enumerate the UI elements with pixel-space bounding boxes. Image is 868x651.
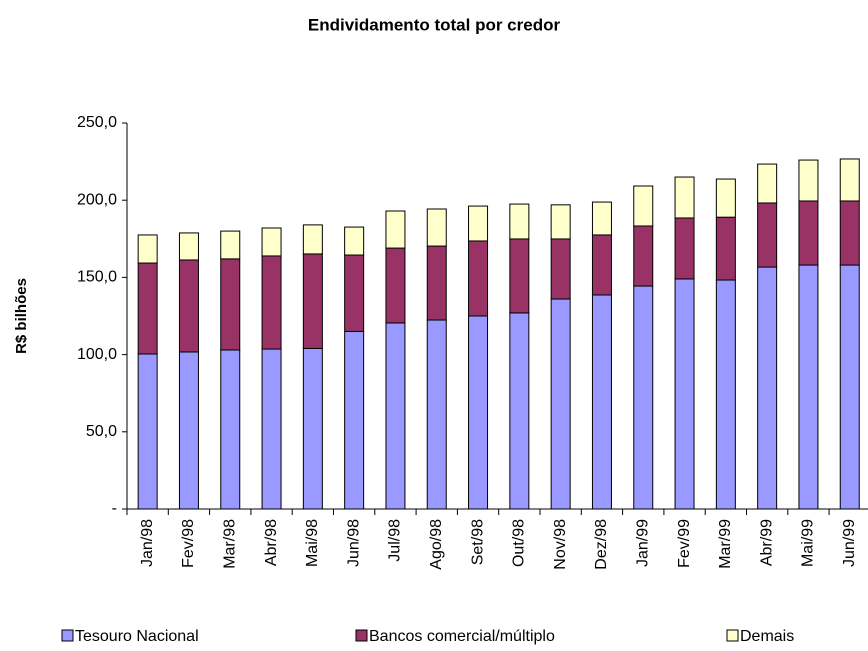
x-tick-label: Mar/98	[221, 519, 238, 569]
bar-segment	[839, 200, 860, 266]
x-tick-label: Set/98	[469, 519, 486, 565]
bar-segment	[385, 247, 406, 324]
y-tick-label: 150,0	[77, 269, 117, 286]
bar-segment	[715, 178, 736, 218]
y-tick-label: 100,0	[77, 346, 117, 363]
bar-segment	[798, 200, 819, 266]
bar-segment	[344, 226, 365, 256]
bar-segment	[302, 224, 323, 255]
x-tick-label: Fev/98	[180, 519, 197, 568]
x-tick-label: Out/98	[511, 519, 528, 567]
bar-segment	[426, 245, 447, 321]
bar-segment	[715, 279, 736, 510]
bar-segment	[426, 319, 447, 510]
x-tick-label: Dez/98	[593, 519, 610, 570]
bar-segment	[468, 240, 489, 317]
legend-swatch	[355, 629, 368, 642]
bar-segment	[137, 353, 158, 510]
x-tick-label: Abr/98	[263, 519, 280, 566]
bar-segment	[385, 210, 406, 249]
x-tick-label: Mar/99	[717, 519, 734, 569]
bar-segment	[839, 264, 860, 510]
bar-segment	[178, 232, 199, 261]
bar-segment	[633, 185, 654, 227]
y-tick-label: 200,0	[77, 191, 117, 208]
bar-segment	[178, 259, 199, 353]
bar-segment	[302, 253, 323, 349]
x-tick-label: Jul/98	[387, 519, 404, 562]
bar-segment	[137, 234, 158, 264]
bar-segment	[757, 202, 778, 268]
bar-segment	[798, 159, 819, 202]
x-tick-label: Jun/99	[841, 519, 858, 567]
bar-segment	[261, 255, 282, 350]
x-tick-label: Mai/99	[800, 519, 817, 567]
bar-segment	[261, 227, 282, 257]
bar-segment	[509, 238, 530, 314]
bar-segment	[220, 349, 241, 510]
bar-segment	[468, 315, 489, 510]
bar-segment	[344, 254, 365, 332]
bar-segment	[715, 216, 736, 281]
x-tick-label: Abr/99	[758, 519, 775, 566]
legend-swatch	[726, 629, 739, 642]
x-tick-label: Mai/98	[304, 519, 321, 567]
bar-segment	[261, 348, 282, 510]
bar-segment	[385, 322, 406, 510]
bar-segment	[137, 262, 158, 355]
bar-segment	[633, 285, 654, 510]
bar-segment	[550, 238, 571, 300]
y-tick-label: 250,0	[77, 114, 117, 131]
bar-segment	[178, 351, 199, 510]
x-tick-label: Jun/98	[345, 519, 362, 567]
legend-swatch	[61, 629, 74, 642]
bar-segment	[426, 208, 447, 247]
bar-segment	[757, 163, 778, 204]
bar-segment	[674, 278, 695, 510]
y-axis-label: R$ bilhões	[13, 278, 30, 354]
x-tick-label: Fev/99	[676, 519, 693, 568]
x-tick-label: Ago/98	[428, 519, 445, 570]
x-tick-label: Nov/98	[552, 519, 569, 570]
bar-segment	[550, 204, 571, 240]
chart-title: Endividamento total por credor	[308, 15, 561, 34]
bar-segment	[591, 294, 612, 510]
x-tick-label: Jan/98	[139, 519, 156, 567]
legend-label: Tesouro Nacional	[75, 628, 199, 645]
bar-segment	[674, 217, 695, 280]
bar-segment	[509, 203, 530, 240]
bar-segment	[344, 330, 365, 510]
x-tick-label: Jan/99	[634, 519, 651, 567]
legend-label: Demais	[740, 628, 794, 645]
bar-segment	[220, 258, 241, 351]
bar-segment	[591, 201, 612, 236]
bar-segment	[798, 264, 819, 510]
bar-segment	[591, 234, 612, 296]
y-tick-label: 50,0	[86, 423, 117, 440]
bar-segment	[220, 230, 241, 260]
bar-segment	[509, 312, 530, 510]
bar-segment	[550, 298, 571, 510]
bar-segment	[757, 266, 778, 510]
y-tick-label: -	[112, 500, 117, 517]
bar-segment	[633, 225, 654, 287]
bar-segment	[674, 176, 695, 219]
legend-label: Bancos comercial/múltiplo	[369, 628, 555, 645]
bar-segment	[468, 205, 489, 242]
bar-segment	[839, 158, 860, 202]
bar-segment	[302, 347, 323, 510]
